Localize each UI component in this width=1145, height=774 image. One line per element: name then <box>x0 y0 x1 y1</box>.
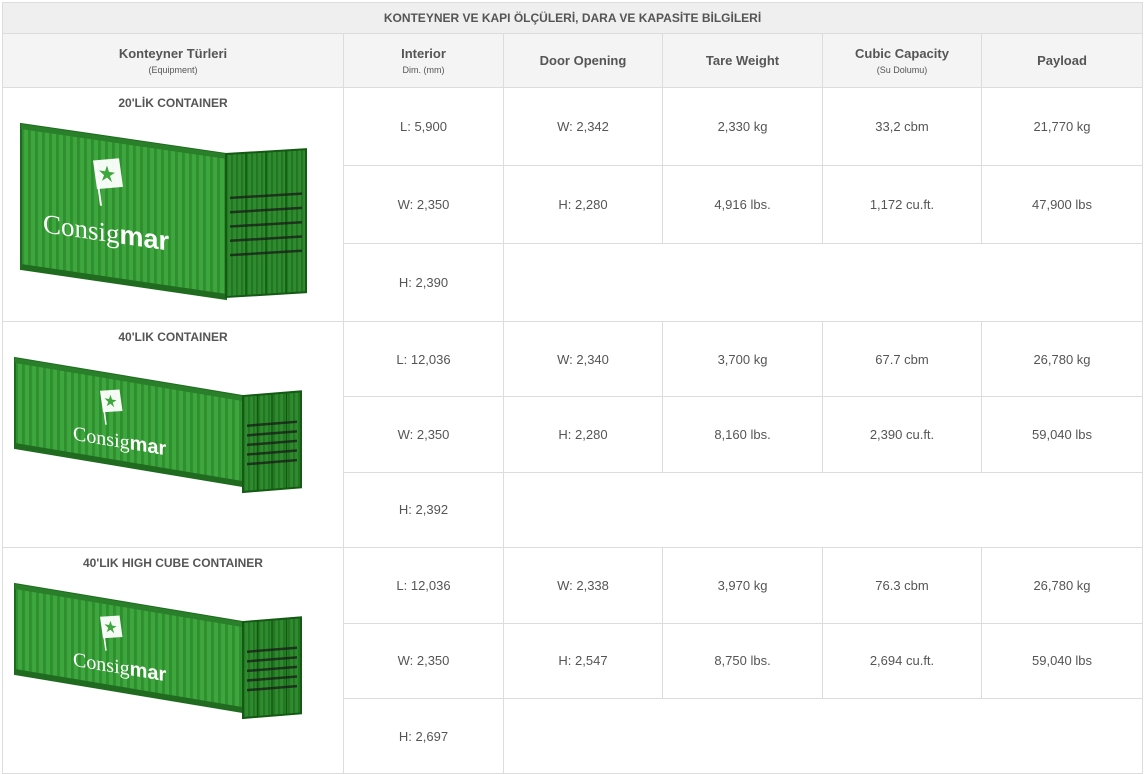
data-cell: H: 2,547 <box>503 622 663 699</box>
empty-cell <box>503 471 1143 549</box>
header-label: Konteyner Türleri <box>118 46 228 61</box>
data-cell: W: 2,338 <box>503 547 663 624</box>
data-cell: 47,900 lbs <box>981 165 1143 244</box>
data-cell: 33,2 cbm <box>822 87 982 166</box>
table-row: H: 2,390 <box>3 243 1143 322</box>
data-cell: 3,970 kg <box>662 547 823 624</box>
data-cell: 21,770 kg <box>981 87 1143 166</box>
container-name: 40'LIK HIGH CUBE CONTAINER <box>83 556 263 571</box>
container-image: Consigmar <box>14 583 302 720</box>
container-door <box>242 616 302 720</box>
container-side: Consigmar <box>14 356 244 488</box>
table-head: KONTEYNER VE KAPI ÖLÇÜLERİ, DARA VE KAPA… <box>2 2 1143 88</box>
data-cell: 2,390 cu.ft. <box>822 396 982 473</box>
empty-cell <box>503 243 1143 322</box>
logo-bold: mar <box>119 219 169 257</box>
data-cell: 3,700 kg <box>662 320 823 398</box>
equipment-cell: 20'LİK CONTAINER Consigmar <box>2 87 344 322</box>
data-cell: 67.7 cbm <box>822 320 982 398</box>
logo-flag <box>100 389 123 425</box>
data-cell: 2,330 kg <box>662 87 823 166</box>
data-cell: 76.3 cbm <box>822 547 982 624</box>
container-door <box>242 390 302 494</box>
empty-cell <box>503 697 1143 774</box>
data-cell: W: 2,340 <box>503 320 663 398</box>
logo-flag <box>93 158 123 206</box>
data-cell: 1,172 cu.ft. <box>822 165 982 244</box>
logo-text: Consigmar <box>43 207 169 256</box>
data-cell: H: 2,280 <box>503 165 663 244</box>
data-cell: 59,040 lbs <box>981 396 1143 473</box>
table-row: W: 2,350 H: 2,280 4,916 lbs. 1,172 cu.ft. 47… <box>3 165 1143 244</box>
data-cell: W: 2,342 <box>503 87 663 166</box>
data-cell: 4,916 lbs. <box>662 165 823 244</box>
data-cell: H: 2,392 <box>343 471 504 549</box>
data-cell: H: 2,697 <box>343 697 504 774</box>
data-cell: L: 12,036 <box>343 320 504 398</box>
data-cell: L: 5,900 <box>343 87 504 166</box>
header-cell: Cubic Capacity (Su Dolumu) <box>822 33 982 88</box>
container-image: Consigmar <box>20 122 307 301</box>
data-cell: 2,694 cu.ft. <box>822 622 982 699</box>
header-label: Payload <box>1037 53 1087 68</box>
container-side: Consigmar <box>20 122 227 301</box>
container-name: 20'LİK CONTAINER <box>118 96 228 110</box>
data-cell: W: 2,350 <box>343 165 504 244</box>
table-row: 20'LİK CONTAINER Consigmar L: 5,900 W: 2,… <box>2 87 1143 322</box>
data-cell: 8,160 lbs. <box>662 396 823 473</box>
data-cell: 26,780 kg <box>981 320 1143 398</box>
header-label: Tare Weight <box>705 53 780 68</box>
container-side: Consigmar <box>14 583 244 714</box>
table-row: H: 2,697 <box>3 697 1143 774</box>
table-body: 20'LİK CONTAINER Consigmar L: 5,900 W: 2,… <box>2 87 1143 774</box>
table-row: 40'LIK CONTAINER Consigmar L: 12,036 W: 2… <box>2 320 1143 549</box>
header-row: Konteyner Türleri (Equipment) Interior Dim.… <box>2 33 1143 88</box>
table-row: W: 2,350 H: 2,547 8,750 lbs. 2,694 cu.ft. 59… <box>3 622 1143 699</box>
header-cell: Tare Weight <box>662 33 823 88</box>
table-title: KONTEYNER VE KAPI ÖLÇÜLERİ, DARA VE KAPA… <box>2 2 1143 34</box>
equipment-cell: 40'LIK CONTAINER Consigmar <box>2 320 344 549</box>
logo-flag <box>100 615 123 651</box>
header-label: Door Opening <box>539 53 627 68</box>
table-row: H: 2,392 <box>3 471 1143 549</box>
header-label: Cubic Capacity <box>855 46 949 61</box>
table-row: 40'LIK HIGH CUBE CONTAINER Consigmar L: … <box>2 547 1143 774</box>
header-cell: Payload <box>981 33 1143 88</box>
header-cell: Interior Dim. (mm) <box>343 33 504 88</box>
data-cell: W: 2,350 <box>343 622 504 699</box>
data-cell: L: 12,036 <box>343 547 504 624</box>
data-cell: 26,780 kg <box>981 547 1143 624</box>
header-label: Interior <box>401 46 446 61</box>
equipment-cell: 40'LIK HIGH CUBE CONTAINER Consigmar <box>2 547 344 774</box>
data-cell: W: 2,350 <box>343 396 504 473</box>
header-sub: (Equipment) <box>148 65 198 75</box>
data-cell: H: 2,390 <box>343 243 504 322</box>
data-cell: 59,040 lbs <box>981 622 1143 699</box>
header-sub: (Su Dolumu) <box>876 65 928 75</box>
data-cell: 8,750 lbs. <box>662 622 823 699</box>
container-door <box>225 148 307 299</box>
container-name: 40'LIK CONTAINER <box>118 330 228 344</box>
table-row: W: 2,350 H: 2,280 8,160 lbs. 2,390 cu.ft. 59… <box>3 396 1143 473</box>
data-cell: H: 2,280 <box>503 396 663 473</box>
header-cell: Door Opening <box>503 33 663 88</box>
header-cell: Konteyner Türleri (Equipment) <box>2 33 344 88</box>
container-image: Consigmar <box>14 356 302 494</box>
header-sub: Dim. (mm) <box>402 65 445 75</box>
